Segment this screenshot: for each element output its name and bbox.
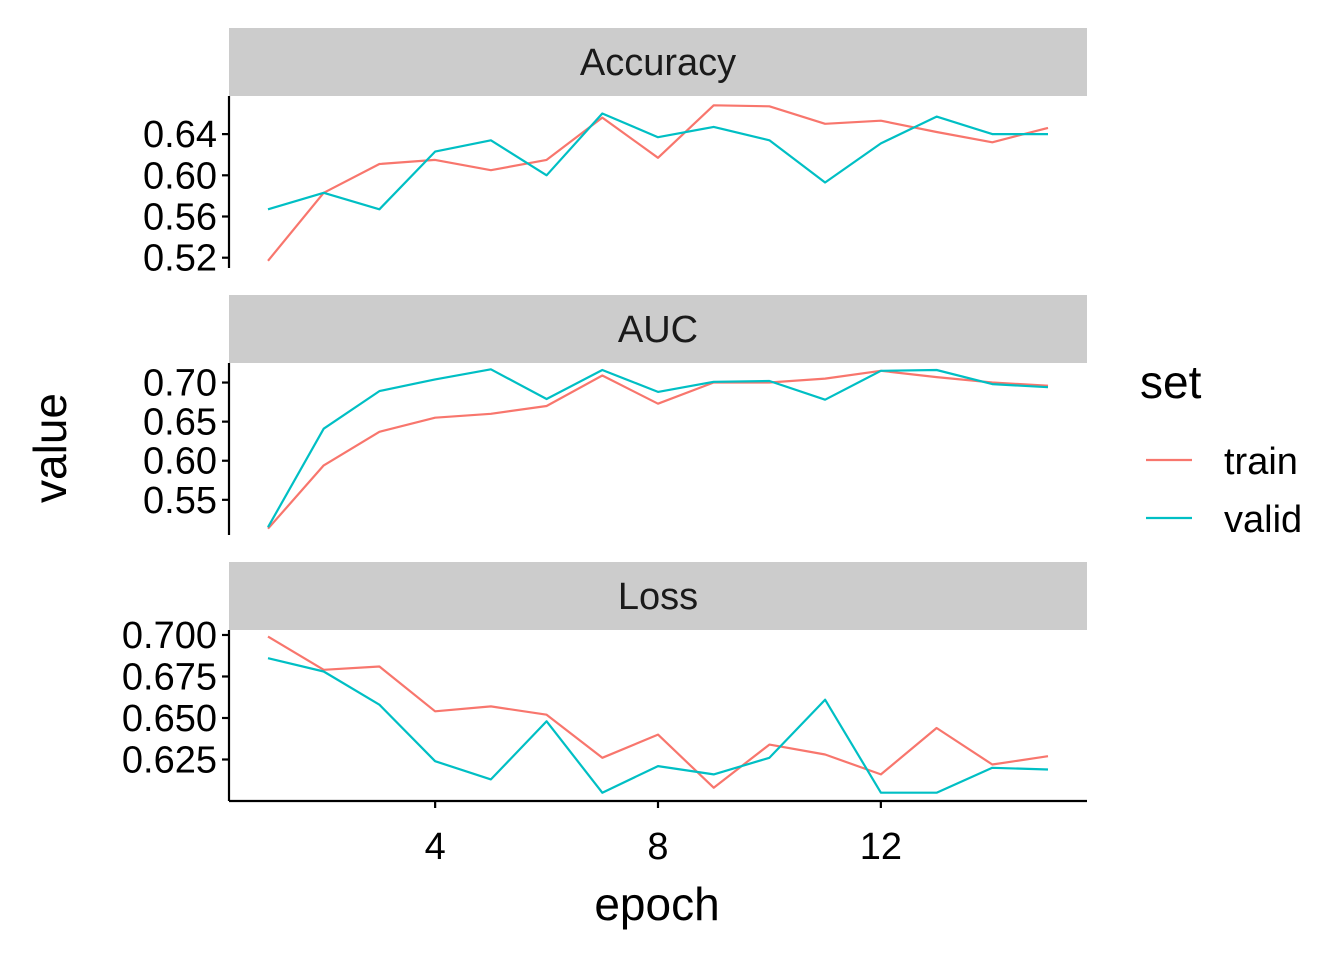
y-tick-label: 0.675: [122, 656, 217, 698]
y-tick-label: 0.60: [143, 441, 217, 483]
legend-item-valid: valid: [1146, 499, 1302, 541]
series-line-train: [267, 369, 1049, 530]
y-tick-label: 0.65: [143, 402, 217, 444]
facet-strip: [229, 562, 1087, 630]
series-line-valid: [267, 368, 1049, 528]
legend-label: valid: [1224, 499, 1302, 541]
x-tick-label: 8: [647, 826, 668, 868]
y-tick-label: 0.56: [143, 197, 217, 239]
facet-panel-auc: AUC 0.550.600.650.70: [143, 295, 1087, 535]
facet-panels: Accuracy0.520.560.600.64AUC0.550.600.650…: [122, 28, 1087, 801]
y-tick-label: 0.700: [122, 615, 217, 657]
legend-label: train: [1224, 441, 1298, 483]
series-line-valid: [267, 112, 1048, 211]
legend-title: set: [1140, 356, 1202, 408]
y-axis-title: value: [24, 393, 76, 503]
y-tick-label: 0.60: [143, 155, 217, 197]
facet-strip-label: AUC: [618, 309, 698, 351]
x-axis-title: epoch: [594, 878, 719, 930]
y-tick-label: 0.52: [143, 238, 217, 280]
facet-strip-label: Accuracy: [580, 42, 736, 84]
facet-strip: [229, 295, 1087, 363]
y-tick-label: 0.55: [143, 480, 217, 522]
y-tick-label: 0.625: [122, 739, 217, 781]
legend: set train valid: [1140, 356, 1302, 541]
y-tick-label: 0.650: [122, 698, 217, 740]
y-tick-label: 0.64: [143, 114, 217, 156]
x-tick-label: 4: [425, 826, 446, 868]
x-axis: 4 8 12: [229, 799, 1087, 868]
legend-item-train: train: [1146, 441, 1298, 483]
y-tick-label: 0.70: [143, 363, 217, 405]
series-line-valid: [267, 657, 1049, 794]
x-tick-label: 12: [860, 826, 902, 868]
facet-panel-accuracy: Accuracy 0.520.560.600.64: [143, 28, 1087, 280]
series-line-train: [267, 635, 1049, 789]
facet-strip: [229, 28, 1087, 96]
series-line-train: [267, 104, 1049, 262]
facet-strip-label: Loss: [618, 576, 698, 618]
